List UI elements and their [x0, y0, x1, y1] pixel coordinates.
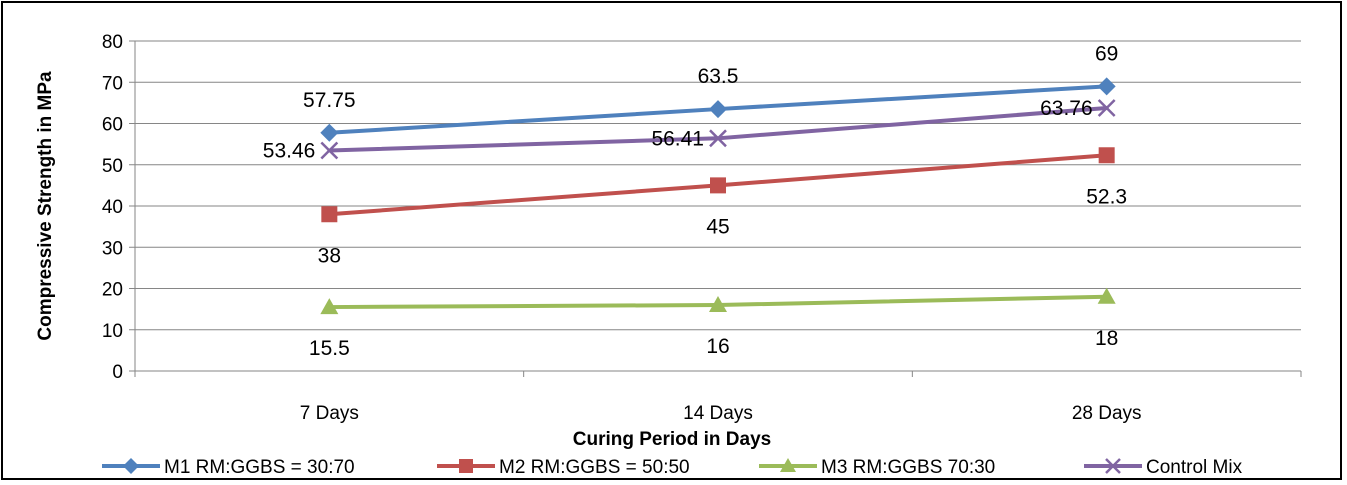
triangle-marker — [780, 458, 796, 472]
legend-entry: M2 RM:GGBS = 50:50 — [437, 457, 690, 478]
legend-label: M2 RM:GGBS = 50:50 — [499, 457, 690, 478]
y-tick-label: 50 — [102, 156, 123, 177]
y-tick-label: 40 — [102, 197, 123, 218]
y-tick-label: 80 — [102, 32, 123, 53]
data-label: 57.75 — [303, 89, 356, 112]
diamond-marker — [709, 100, 727, 119]
diamond-marker — [1097, 77, 1116, 96]
x-marker — [320, 141, 339, 160]
y-tick-label: 60 — [102, 115, 123, 136]
y-tick-label: 20 — [102, 280, 123, 301]
x-marker — [1097, 99, 1116, 117]
legend: M1 RM:GGBS = 30:70 M2 RM:GGBS = 50:50 M3 R… — [102, 457, 1243, 478]
x-marker-stroke — [709, 129, 727, 148]
axes — [129, 40, 1302, 377]
data-label: 15.5 — [309, 337, 350, 360]
data-label: 63.5 — [698, 65, 739, 88]
data-label: 69 — [1095, 42, 1118, 65]
y-axis-title: Compressive Strength in MPa — [35, 71, 56, 341]
data-label: 16 — [706, 335, 729, 358]
y-tick-label: 10 — [102, 321, 123, 342]
triangle-marker — [320, 298, 339, 315]
legend-entry: M1 RM:GGBS = 30:70 — [102, 457, 355, 478]
square-marker — [459, 459, 473, 473]
triangle-marker — [1097, 287, 1116, 304]
square-marker — [321, 206, 338, 223]
x-marker — [709, 129, 727, 148]
x-marker — [1105, 458, 1121, 474]
data-label: 63.76 — [1040, 97, 1093, 120]
y-tick-label: 0 — [112, 362, 123, 383]
data-label: 18 — [1095, 327, 1118, 350]
x-tick-label: 7 Days — [300, 403, 359, 424]
y-tick-label: 30 — [102, 238, 123, 259]
data-label: 52.3 — [1086, 185, 1127, 208]
data-label: 45 — [706, 215, 729, 238]
data-label: 56.41 — [651, 127, 704, 150]
y-tick-label: 70 — [102, 73, 123, 94]
series-lines — [327, 84, 1109, 310]
x-marker-stroke — [1097, 99, 1116, 117]
x-marker-stroke — [320, 141, 339, 160]
legend-entry: Control Mix — [1084, 457, 1243, 478]
x-tick-label: 28 Days — [1072, 403, 1142, 424]
legend-label: Control Mix — [1146, 457, 1243, 478]
legend-label: M3 RM:GGBS 70:30 — [821, 457, 995, 478]
square-marker — [710, 177, 726, 194]
y-tick-labels: 0 10 20 30 40 50 60 70 80 — [102, 32, 123, 383]
series-markers — [320, 77, 1116, 315]
legend-label: M1 RM:GGBS = 30:70 — [164, 457, 355, 478]
diamond-marker — [123, 458, 139, 474]
x-tick-label: 14 Days — [683, 403, 753, 424]
triangle-marker — [709, 296, 727, 312]
x-axis-title: Curing Period in Days — [573, 429, 771, 450]
data-labels: 57.75 63.5 69 38 45 52.3 15.5 16 18 53.46 56.41 63.… — [263, 42, 1127, 360]
x-tick-labels: 7 Days 14 Days 28 Days — [300, 403, 1142, 424]
square-marker — [1098, 147, 1115, 164]
legend-entry: M3 RM:GGBS 70:30 — [759, 457, 995, 478]
data-label: 38 — [318, 244, 341, 267]
x-marker-stroke — [1105, 458, 1121, 474]
data-label: 53.46 — [263, 139, 316, 162]
diamond-marker — [320, 123, 339, 142]
